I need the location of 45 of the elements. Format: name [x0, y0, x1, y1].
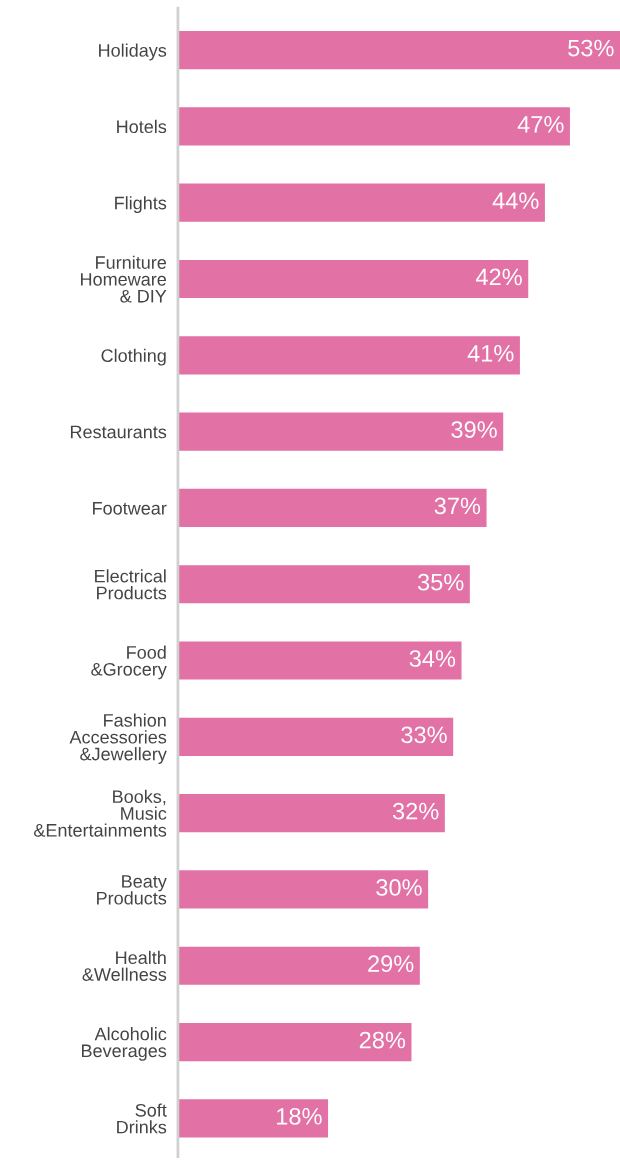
bar: [177, 31, 620, 70]
bar: [177, 259, 529, 299]
bar: [177, 183, 545, 222]
data-label: 28%: [359, 1031, 406, 1049]
bar: [177, 946, 420, 985]
data-label: 41%: [467, 345, 514, 362]
y-tick-label: Soft Drinks: [117, 1103, 167, 1134]
y-tick-label: Health &Wellness: [82, 950, 167, 981]
bar: [177, 1099, 329, 1138]
data-label: 53%: [568, 39, 614, 57]
bar: [177, 412, 504, 451]
data-label: 44%: [492, 192, 539, 209]
data-label: 47%: [517, 116, 564, 133]
bar: [177, 717, 454, 756]
data-label: 37%: [434, 497, 481, 515]
data-label: 39%: [451, 421, 497, 438]
y-tick-label: Clothing: [101, 348, 166, 366]
y-tick-label: Alcoholic Beverages: [82, 1027, 167, 1061]
data-label: 30%: [376, 879, 422, 896]
data-label: 42%: [475, 268, 522, 286]
y-tick-label: Footwear: [93, 502, 167, 515]
bar: [177, 1022, 412, 1062]
y-tick-label: Food &Grocery: [91, 645, 167, 680]
y-tick-label: Fashion Accessories &Jewellery: [69, 713, 167, 764]
bar: [177, 565, 470, 604]
bar: [177, 794, 445, 833]
bar: [177, 107, 570, 146]
y-tick-label: Restaurants: [70, 425, 167, 439]
y-tick-label: Furniture Homeware & DIY: [81, 255, 167, 303]
y-tick-label: Flights: [115, 196, 167, 213]
bar: [177, 488, 487, 527]
y-tick-label: Electrical Products: [95, 569, 167, 600]
y-tick-label: Hotels: [117, 119, 167, 134]
y-tick-label: Holidays: [99, 43, 167, 61]
bar: [177, 336, 520, 375]
bar: [177, 641, 462, 680]
data-label: 32%: [392, 802, 439, 820]
data-label: 35%: [417, 573, 464, 591]
data-label: 29%: [368, 955, 414, 973]
data-label: 33%: [401, 726, 447, 744]
y-tick-label: Books, Music &Entertainments: [33, 789, 167, 837]
data-label: 34%: [409, 650, 456, 667]
bar: [177, 870, 429, 909]
y-tick-label: Beaty Products: [97, 875, 167, 905]
data-label: 18%: [277, 1107, 322, 1125]
